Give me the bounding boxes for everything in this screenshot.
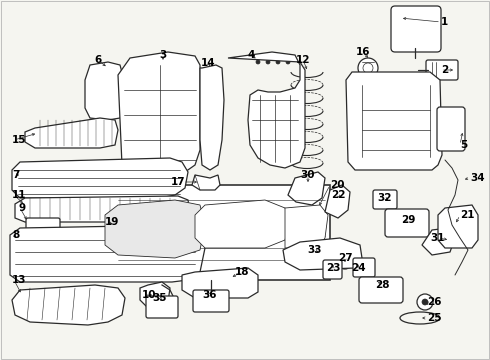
Polygon shape [12,285,125,325]
Polygon shape [195,200,290,248]
FancyBboxPatch shape [193,290,229,312]
FancyBboxPatch shape [359,277,403,303]
Text: 25: 25 [427,313,441,323]
Text: 21: 21 [460,210,474,220]
Circle shape [422,299,428,305]
Text: 17: 17 [171,177,185,187]
Circle shape [375,77,381,81]
Polygon shape [10,225,205,282]
Polygon shape [182,268,258,298]
Circle shape [409,220,415,226]
Polygon shape [105,200,205,258]
Text: 32: 32 [378,193,392,203]
Circle shape [286,60,290,64]
Polygon shape [285,205,328,248]
Text: 5: 5 [460,140,467,150]
Polygon shape [283,238,362,270]
Text: 36: 36 [203,290,217,300]
Text: 16: 16 [356,47,370,57]
Circle shape [395,77,400,81]
Polygon shape [140,282,170,308]
Text: 6: 6 [95,55,101,65]
Circle shape [393,220,399,226]
FancyBboxPatch shape [385,209,429,237]
Text: 22: 22 [331,190,345,200]
Text: 34: 34 [470,173,485,183]
Text: 2: 2 [441,65,448,75]
Circle shape [417,294,433,310]
Text: 35: 35 [153,293,167,303]
Polygon shape [228,52,305,168]
Text: 8: 8 [12,230,19,240]
Circle shape [417,220,423,226]
Polygon shape [15,196,190,222]
Circle shape [366,77,370,81]
Text: 29: 29 [401,215,415,225]
Polygon shape [192,175,220,190]
Text: 11: 11 [12,190,26,200]
Text: 18: 18 [235,267,249,277]
Text: 31: 31 [431,233,445,243]
Bar [362,85,430,157]
Polygon shape [325,185,350,218]
Text: 3: 3 [159,50,167,60]
FancyBboxPatch shape [437,107,465,151]
Bar [112,185,330,280]
Text: 15: 15 [12,135,26,145]
Text: 14: 14 [201,58,215,68]
Text: 23: 23 [326,263,340,273]
FancyBboxPatch shape [26,218,60,234]
Circle shape [266,60,270,64]
Bar [94,91,114,108]
Polygon shape [288,172,325,205]
Text: 4: 4 [247,50,255,60]
FancyBboxPatch shape [323,260,342,279]
Polygon shape [12,158,188,198]
FancyBboxPatch shape [373,190,397,209]
Text: 26: 26 [427,297,441,307]
Text: 27: 27 [338,253,352,263]
Circle shape [386,77,391,81]
Polygon shape [25,118,118,148]
Text: 28: 28 [375,280,389,290]
Circle shape [256,60,260,64]
Circle shape [276,60,280,64]
Text: 12: 12 [296,55,310,65]
Text: 19: 19 [105,217,120,227]
Polygon shape [200,65,224,170]
Circle shape [338,255,352,269]
FancyBboxPatch shape [353,258,375,277]
Circle shape [358,58,378,78]
FancyBboxPatch shape [146,296,178,318]
Polygon shape [346,72,442,170]
Text: 9: 9 [18,203,25,213]
Bar [94,70,114,87]
Text: 10: 10 [142,290,156,300]
Polygon shape [438,205,478,248]
Text: 1: 1 [441,17,448,27]
Circle shape [401,220,407,226]
Text: 24: 24 [351,263,366,273]
FancyBboxPatch shape [391,6,441,52]
Text: 13: 13 [12,275,26,285]
Polygon shape [85,62,124,120]
FancyBboxPatch shape [426,60,458,80]
Polygon shape [422,228,455,255]
Text: 7: 7 [12,170,20,180]
Text: 33: 33 [308,245,322,255]
Text: 30: 30 [301,170,315,180]
Polygon shape [118,52,200,175]
Circle shape [406,77,411,81]
Text: 20: 20 [330,180,344,190]
